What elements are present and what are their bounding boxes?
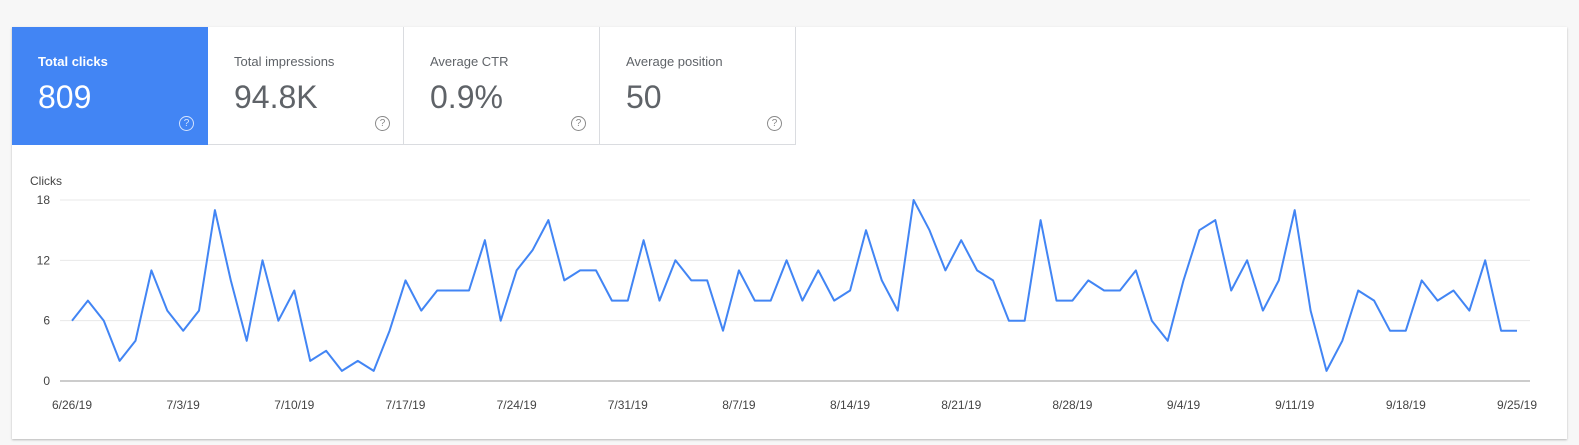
metric-average-ctr[interactable]: Average CTR 0.9% ? <box>404 27 600 145</box>
x-tick-label: 8/14/19 <box>830 398 870 412</box>
metric-total-impressions[interactable]: Total impressions 94.8K ? <box>208 27 404 145</box>
y-tick-label: 12 <box>37 253 51 267</box>
x-tick-label: 9/25/19 <box>1497 398 1537 412</box>
x-ticks: 6/26/19 7/3/19 7/10/19 7/17/19 7/24/19 7/31/1… <box>52 398 1537 412</box>
y-tick-label: 0 <box>43 374 50 388</box>
x-tick-label: 7/17/19 <box>385 398 425 412</box>
x-tick-label: 7/24/19 <box>497 398 537 412</box>
performance-card: Total clicks 809 ? Total impressions 94.… <box>12 27 1567 439</box>
help-icon[interactable]: ? <box>179 116 194 131</box>
y-ticks: 0 6 12 18 <box>37 193 51 388</box>
x-tick-label: 8/21/19 <box>941 398 981 412</box>
metric-label: Total impressions <box>234 54 335 69</box>
x-tick-label: 7/10/19 <box>274 398 314 412</box>
metric-total-clicks[interactable]: Total clicks 809 ? <box>12 27 208 145</box>
help-icon[interactable]: ? <box>571 116 586 131</box>
x-tick-label: 9/11/19 <box>1275 398 1314 412</box>
clicks-series-line[interactable] <box>71 199 1517 372</box>
metric-tabs: Total clicks 809 ? Total impressions 94.… <box>12 27 796 146</box>
help-icon[interactable]: ? <box>767 116 782 131</box>
metric-value: 50 <box>626 79 662 115</box>
y-tick-label: 18 <box>37 193 51 207</box>
x-tick-label: 9/4/19 <box>1167 398 1201 412</box>
metric-label: Total clicks <box>38 54 108 69</box>
x-tick-label: 7/31/19 <box>608 398 648 412</box>
metric-value: 809 <box>38 79 92 115</box>
y-axis-title: Clicks <box>30 174 62 188</box>
y-tick-label: 6 <box>43 314 50 328</box>
series-lines <box>71 199 1517 372</box>
grid-lines <box>60 199 1530 382</box>
x-tick-label: 9/18/19 <box>1386 398 1426 412</box>
metric-value: 94.8K <box>234 79 318 115</box>
metric-value: 0.9% <box>430 79 503 115</box>
x-tick-label: 8/28/19 <box>1052 398 1092 412</box>
metric-label: Average CTR <box>430 54 509 69</box>
x-tick-label: 6/26/19 <box>52 398 92 412</box>
help-icon[interactable]: ? <box>375 116 390 131</box>
metric-label: Average position <box>626 54 723 69</box>
metric-average-position[interactable]: Average position 50 ? <box>600 27 796 145</box>
x-tick-label: 8/7/19 <box>722 398 756 412</box>
x-tick-label: 7/3/19 <box>166 398 200 412</box>
